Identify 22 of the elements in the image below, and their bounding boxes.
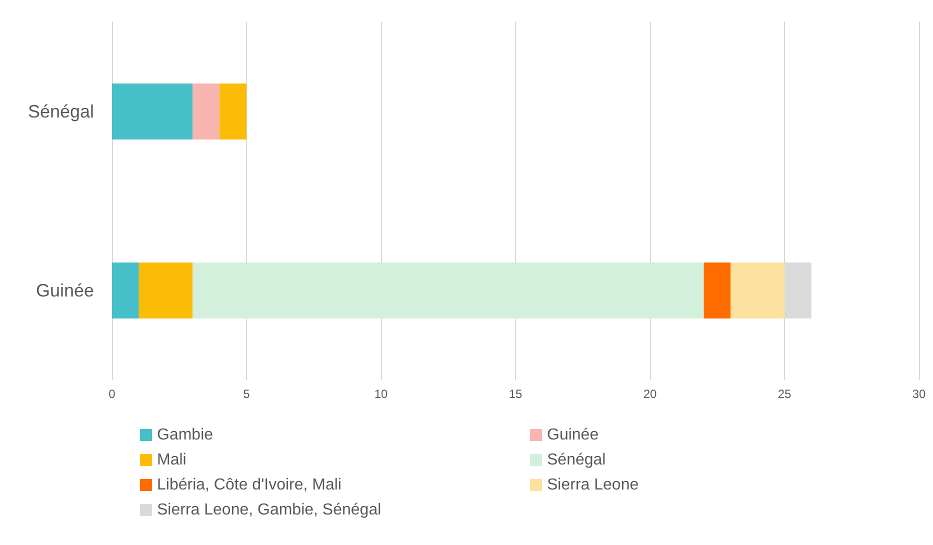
x-tick-label: 15 [508, 387, 522, 401]
x-tick-label: 5 [243, 387, 250, 401]
bar [192, 84, 220, 140]
legend-label: Sénégal [547, 452, 606, 468]
x-tick-label: 10 [374, 387, 388, 401]
bar [138, 262, 193, 318]
x-tick-label: 20 [643, 387, 657, 401]
legend-label: Libéria, Côte d'Ivoire, Mali [157, 476, 342, 494]
x-tick-label: 25 [778, 387, 792, 401]
legend-label: Sierra Leone, Gambie, Sénégal [157, 502, 382, 518]
bar [112, 84, 193, 140]
legend-label: Guinée [547, 426, 599, 444]
legend-label: Mali [157, 452, 186, 468]
x-tick-label: 30 [912, 387, 926, 401]
bar [730, 262, 784, 318]
bar [192, 262, 704, 318]
legend-label: Sierra Leone [547, 476, 639, 494]
x-tick-label: 0 [108, 387, 116, 401]
legend-label: Gambie [157, 426, 214, 444]
bar [220, 84, 246, 140]
bar [704, 262, 731, 318]
bar [112, 262, 139, 318]
